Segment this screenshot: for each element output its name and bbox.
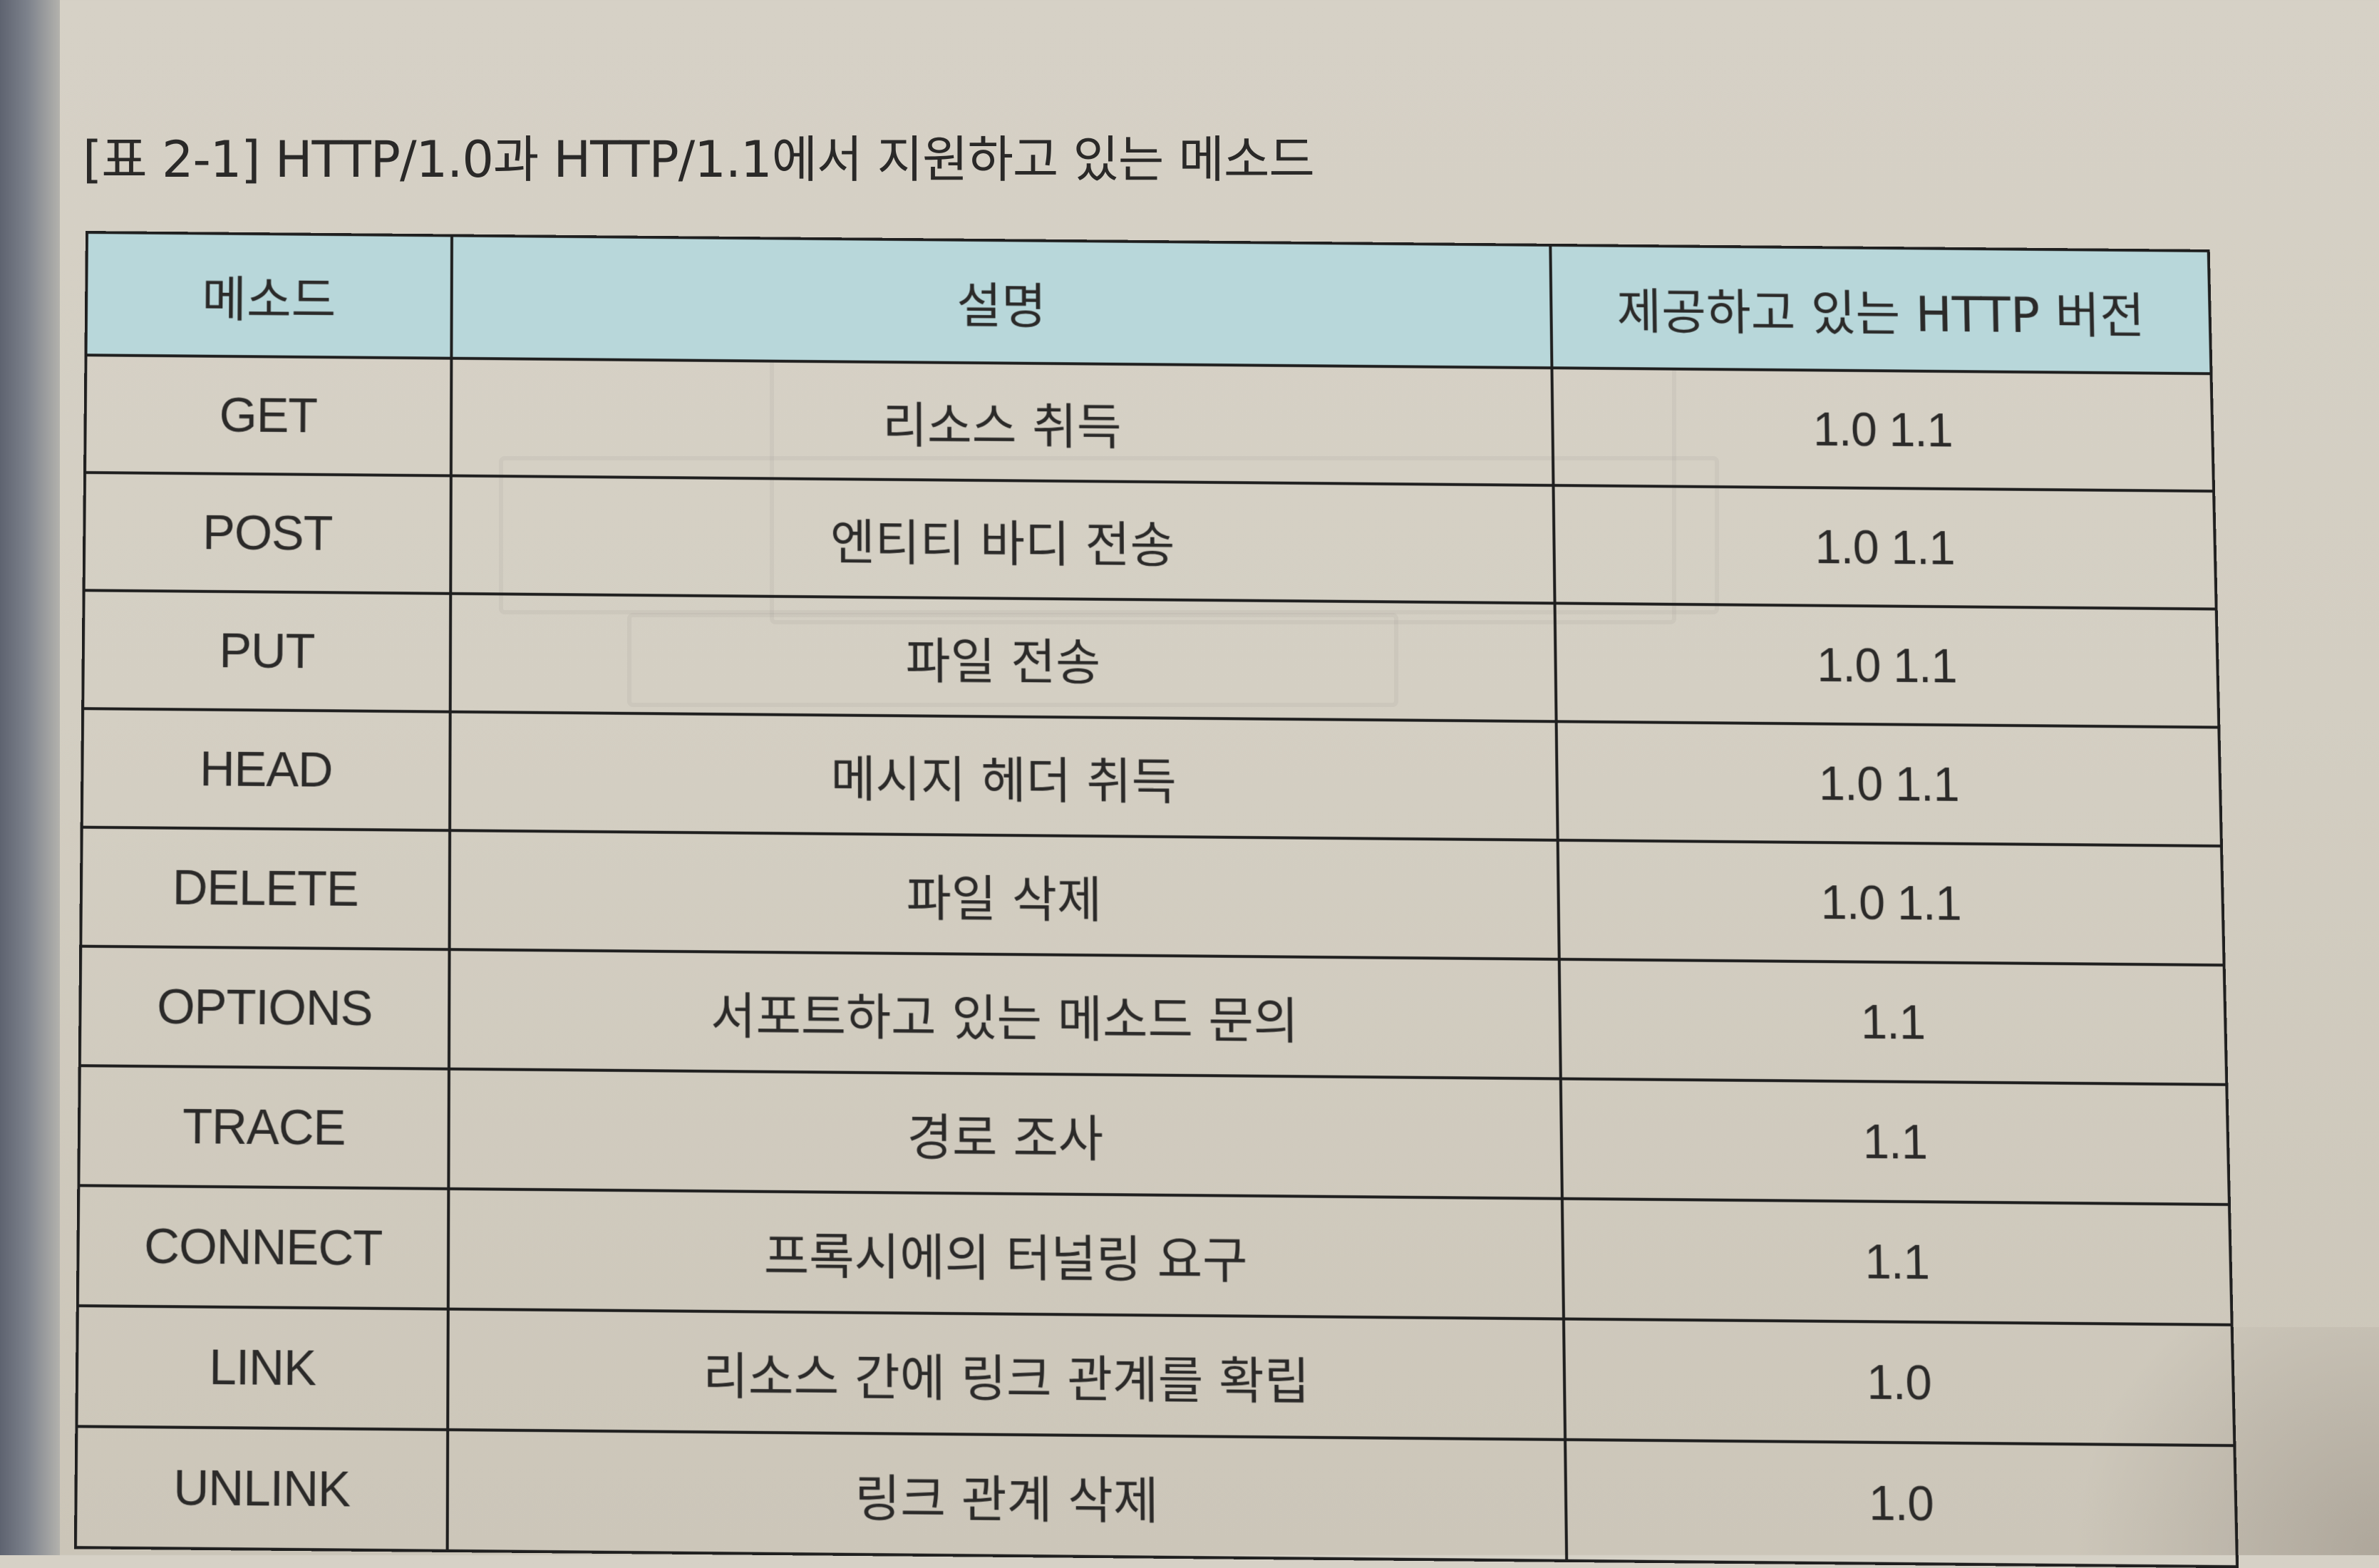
description-cell: 경로 조사 — [448, 1068, 1563, 1199]
table-row: DELETE 파일 삭제 1.0 1.1 — [81, 827, 2224, 966]
version-cell: 1.1 — [1562, 1198, 2232, 1325]
method-cell: DELETE — [81, 827, 450, 950]
table-row: LINK 리소스 간에 링크 관계를 확립 1.0 — [76, 1306, 2235, 1446]
description-cell: 서포트하고 있는 메소드 문의 — [448, 949, 1562, 1079]
version-column-header: 제공하고 있는 HTTP 버전 — [1550, 244, 2212, 374]
method-cell: TRACE — [78, 1066, 449, 1189]
version-cell: 1.1 — [1561, 1078, 2229, 1205]
table-row: UNLINK 링크 관계 삭제 1.0 — [75, 1426, 2238, 1567]
method-cell: GET — [85, 355, 452, 476]
table-row: POST 엔티티 바디 전송 1.0 1.1 — [83, 472, 2217, 609]
version-cell: 1.0 — [1565, 1439, 2238, 1567]
table-row: GET 리소스 취득 1.0 1.1 — [85, 355, 2214, 492]
description-cell: 리소스 간에 링크 관계를 확립 — [448, 1309, 1566, 1440]
method-cell: POST — [83, 472, 451, 594]
table-row: PUT 파일 전송 1.0 1.1 — [83, 590, 2219, 728]
version-cell: 1.1 — [1559, 959, 2227, 1085]
table-caption: [표 2-1] HTTP/1.0과 HTTP/1.1에서 지원하고 있는 메소드 — [83, 130, 1315, 189]
version-cell: 1.0 1.1 — [1554, 603, 2219, 728]
method-cell: OPTIONS — [79, 946, 450, 1069]
description-cell: 파일 삭제 — [449, 830, 1560, 959]
description-cell: 파일 전송 — [450, 593, 1557, 722]
description-cell: 링크 관계 삭제 — [447, 1429, 1567, 1561]
table-row: CONNECT 프록시에의 터널링 요구 1.1 — [77, 1185, 2232, 1325]
method-cell: CONNECT — [77, 1185, 449, 1309]
description-cell: 엔티티 바디 전송 — [450, 475, 1555, 604]
method-column-header: 메소드 — [86, 232, 452, 359]
version-cell: 1.0 1.1 — [1557, 721, 2221, 847]
version-cell: 1.0 1.1 — [1552, 368, 2214, 492]
table-row: TRACE 경로 조사 1.1 — [78, 1066, 2229, 1205]
method-cell: PUT — [83, 590, 451, 712]
method-cell: HEAD — [81, 708, 450, 831]
method-cell: UNLINK — [75, 1426, 448, 1551]
http-method-table: 메소드 설명 제공하고 있는 HTTP 버전 GET 리소스 취득 1.0 1.… — [74, 231, 2238, 1567]
version-cell: 1.0 — [1564, 1319, 2235, 1446]
show-through-block — [627, 613, 1398, 707]
version-cell: 1.0 1.1 — [1553, 485, 2217, 609]
version-cell: 1.0 1.1 — [1558, 840, 2224, 966]
table-row: HEAD 메시지 헤더 취득 1.0 1.1 — [81, 708, 2221, 847]
method-cell: LINK — [76, 1306, 448, 1430]
description-cell: 프록시에의 터널링 요구 — [448, 1188, 1564, 1319]
table-row: OPTIONS 서포트하고 있는 메소드 문의 1.1 — [79, 946, 2227, 1085]
table-header-row: 메소드 설명 제공하고 있는 HTTP 버전 — [86, 232, 2212, 374]
methods-table: 메소드 설명 제공하고 있는 HTTP 버전 GET 리소스 취득 1.0 1.… — [74, 231, 2239, 1568]
description-column-header: 설명 — [451, 235, 1552, 368]
description-cell: 리소스 취득 — [450, 358, 1554, 486]
page-spine-shadow — [0, 0, 60, 1555]
description-cell: 메시지 헤더 취득 — [449, 711, 1559, 840]
page-shadow — [2008, 1327, 2379, 1555]
show-through-block — [499, 456, 1719, 614]
